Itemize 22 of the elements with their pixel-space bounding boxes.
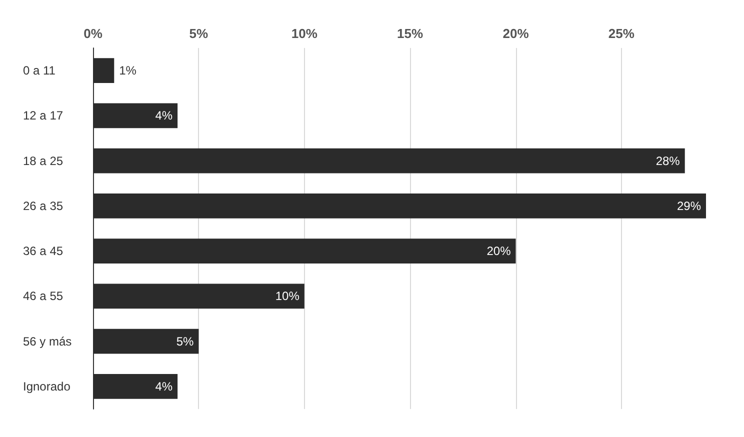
data-label: 1%	[119, 64, 137, 78]
y-tick-label: 46 a 55	[23, 289, 64, 304]
x-tick-label: 0%	[84, 26, 103, 41]
y-tick-label: 12 a 17	[23, 108, 64, 123]
data-label: 29%	[676, 198, 702, 213]
y-tick-label: 36 a 45	[23, 244, 64, 258]
data-label: 4%	[155, 379, 173, 394]
x-tick-label: 15%	[397, 26, 424, 41]
y-tick-label: 0 a 11	[23, 64, 56, 78]
y-tick-label: 18 a 25	[23, 154, 64, 168]
data-label: 20%	[486, 244, 512, 258]
x-tick-label: 5%	[189, 26, 209, 41]
x-tick-label: 10%	[291, 26, 318, 41]
data-label: 28%	[656, 154, 680, 168]
y-tick-label: Ignorado	[23, 379, 71, 394]
x-tick-label: 25%	[608, 26, 635, 41]
y-tick-label: 56 y más	[23, 334, 72, 348]
y-tick-label: 26 a 35	[23, 198, 64, 213]
data-label: 10%	[275, 289, 300, 304]
x-tick-label: 20%	[502, 26, 530, 41]
data-label: 5%	[176, 334, 194, 348]
data-label: 4%	[155, 108, 173, 123]
